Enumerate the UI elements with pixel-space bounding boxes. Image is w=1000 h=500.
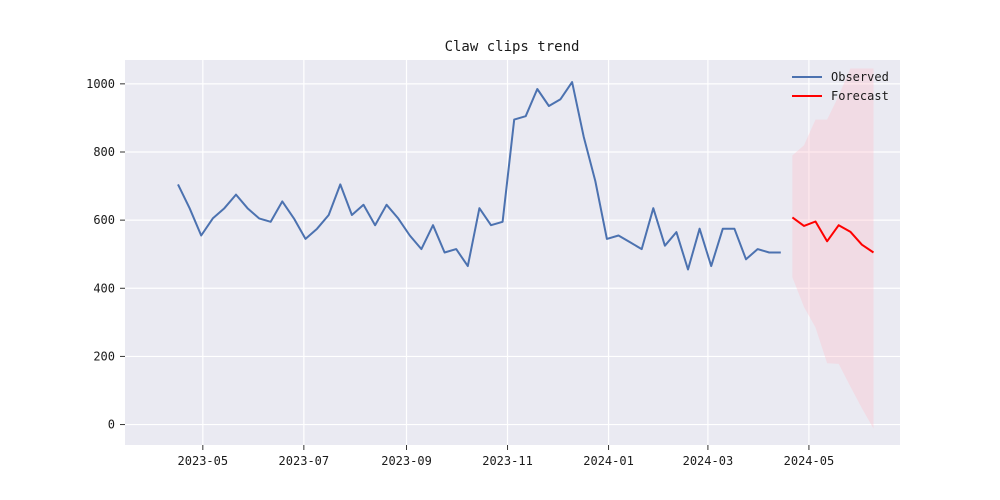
confidence-band <box>792 68 874 429</box>
legend-label: Observed <box>831 70 889 84</box>
y-tick-label: 200 <box>93 349 115 363</box>
series-lines <box>177 81 875 271</box>
x-tick-label: 2023-11 <box>482 454 533 468</box>
axes: 0 200 400 600 800 1000 2023-05 2023-07 2023-09 20… <box>86 77 834 468</box>
x-tick-label: 2024-05 <box>784 454 835 468</box>
legend: Observed Forecast <box>792 70 889 103</box>
y-tick-label: 800 <box>93 145 115 159</box>
x-tick-label: 2024-03 <box>683 454 734 468</box>
series-line-observed <box>177 81 781 271</box>
x-tick-label: 2024-01 <box>583 454 634 468</box>
x-tick-label: 2023-07 <box>279 454 330 468</box>
y-tick-label: 0 <box>108 418 115 432</box>
forecast-confidence-band <box>792 68 874 429</box>
y-tick-label: 600 <box>93 213 115 227</box>
x-tick-label: 2023-05 <box>178 454 229 468</box>
y-tick-label: 400 <box>93 281 115 295</box>
series-line-forecast <box>791 216 875 254</box>
plot-area <box>125 60 900 445</box>
y-tick-label: 1000 <box>86 77 115 91</box>
x-tick-label: 2023-09 <box>381 454 432 468</box>
legend-label: Forecast <box>831 89 889 103</box>
chart-title: Claw clips trend <box>445 39 580 55</box>
grid <box>125 60 900 445</box>
